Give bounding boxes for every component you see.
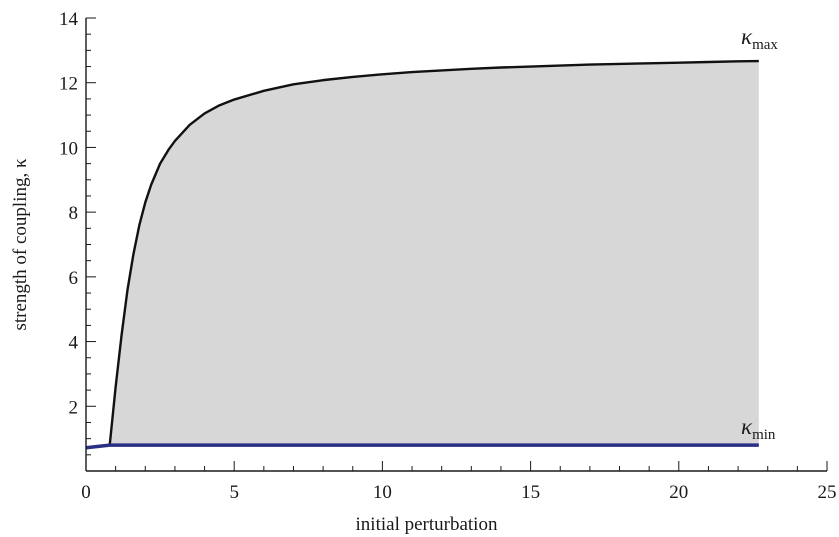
axis-tick-labels: 0 5 10 15 20 25 2 4 6 8 10 12 14 xyxy=(59,9,837,503)
kappa-min-label: κmin xyxy=(741,414,776,443)
y-tick-label: 2 xyxy=(69,397,79,418)
x-tick-label: 0 xyxy=(81,482,91,503)
kappa-max-curve xyxy=(108,59,759,446)
x-tick-label: 25 xyxy=(818,482,837,503)
y-tick-label: 14 xyxy=(59,9,79,30)
plot-area xyxy=(85,59,759,450)
feasible-region-fill xyxy=(109,61,759,446)
kappa-min-line xyxy=(85,443,759,450)
y-axis-label: strength of coupling, κ xyxy=(10,158,31,331)
x-tick-label: 5 xyxy=(229,482,239,503)
x-tick-label: 10 xyxy=(373,482,392,503)
axis-ticks xyxy=(85,17,828,471)
kappa-max-label: κmax xyxy=(741,24,778,53)
x-tick-label: 20 xyxy=(669,482,688,503)
y-tick-label: 4 xyxy=(69,333,79,354)
x-axis-label: initial perturbation xyxy=(356,514,498,535)
y-tick-label: 6 xyxy=(69,268,79,289)
y-tick-label: 12 xyxy=(59,74,78,95)
annotations: κmax κmin xyxy=(741,24,778,443)
x-tick-label: 15 xyxy=(521,482,540,503)
y-tick-label: 8 xyxy=(69,203,79,224)
y-tick-label: 10 xyxy=(59,138,78,159)
